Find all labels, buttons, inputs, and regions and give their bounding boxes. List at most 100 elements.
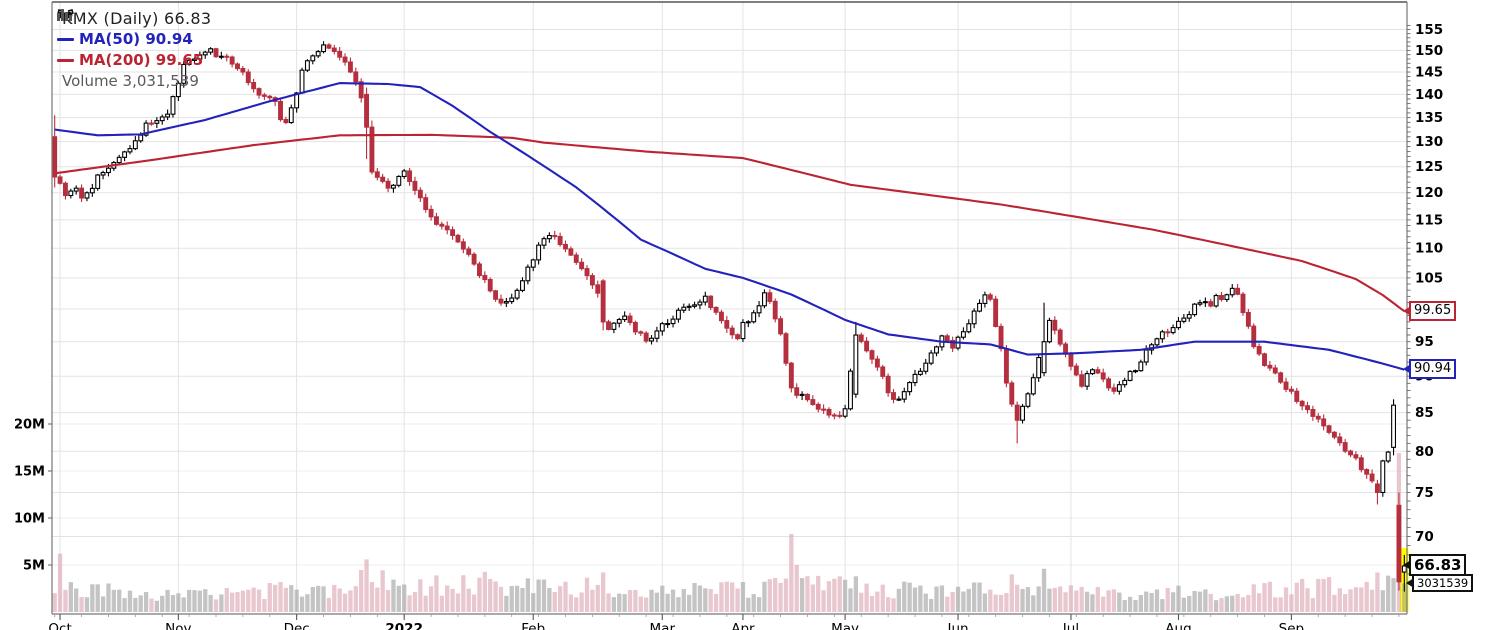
candle-down [563,243,568,250]
candle-down [1235,287,1241,295]
candle-down [1251,325,1257,348]
candle-down [1052,319,1058,331]
volume-bar [1111,589,1117,612]
volume-bar [1343,594,1348,612]
price-tick-label: 95 [1415,334,1434,350]
legend-volume-row: Volume 3,031,539 [57,9,211,92]
volume-bar [531,593,536,612]
volume-bar [1369,589,1375,612]
price-tick-label: 120 [1415,185,1443,201]
volume-bar [633,589,638,612]
volume-label: Volume 3,031,539 [62,72,199,90]
volume-bar [289,585,294,612]
candle-down [1299,400,1305,407]
candle-up [1020,405,1025,421]
volume-bar [369,582,375,612]
volume-bar [149,598,154,612]
volume-bar [1278,597,1283,612]
volume-bar [160,595,165,612]
price-tick-label: 85 [1415,405,1434,421]
candle-down [826,408,832,416]
candle-down [337,50,343,58]
volume-bar [670,589,676,612]
last-price-axis-callout: 66.83 [1402,554,1467,576]
candle-down [1283,381,1289,390]
volume-bar [902,581,907,612]
volume-bar [332,584,337,612]
volume-bar [875,591,880,612]
candle-up [896,398,902,401]
candle-down [579,261,585,270]
volume-bar [977,582,982,612]
month-tick-label: Apr [731,621,755,630]
candle-up [1041,341,1047,374]
volume-bar [1251,584,1256,612]
candle-down [1315,415,1321,420]
candle-down [1100,372,1106,380]
ma200-callout-value: 99.65 [1414,303,1452,318]
volume-bar [563,581,568,612]
candle-up [1224,294,1230,301]
volume-bar [1025,587,1031,612]
volume-bar [1364,581,1369,612]
candle-down [880,366,886,377]
volume-bar [525,578,531,612]
ma50-label: MA(50) 90.94 [79,30,193,48]
price-callout-value: 66.83 [1414,556,1462,574]
volume-bar [998,594,1004,612]
candle-up [122,151,128,158]
candle-down [326,44,332,49]
candle-down [1348,450,1353,456]
volume-bar [816,575,821,612]
month-tick-label: Jun [946,621,968,630]
candle-up [912,373,918,384]
volume-bar [439,595,444,612]
volume-bar [192,590,197,612]
volume-bar [133,597,138,612]
candle-up [1159,331,1165,340]
volume-bar [1154,589,1160,612]
candle-up [670,318,676,325]
volume-bar [1299,578,1305,612]
legend-ma50-row: MA(50) 90.94 [57,29,211,50]
volume-bar [407,595,412,612]
volume-bar [966,588,971,612]
volume-bar [773,578,778,612]
volume-bar [1117,592,1122,612]
candle-up [132,140,138,150]
candle-down [632,321,638,333]
volume-bar [993,594,998,612]
volume-bar [1294,582,1299,612]
candle-up [208,48,214,53]
candle-down [778,318,784,335]
candle-down [1364,469,1370,475]
candle-down [788,362,794,389]
volume-bar [1203,589,1208,612]
volume-bar [1375,572,1380,612]
volume-bar [767,579,772,612]
volume-bar [418,579,423,612]
candle-down [1245,311,1251,327]
price-tick-label: 115 [1415,212,1443,228]
volume-bar [434,575,439,612]
candle-down [1310,408,1316,417]
candle-up [901,391,907,400]
volume-bar [547,587,552,612]
volume-bar [482,571,487,612]
candle-down [369,126,375,173]
candle-down [874,358,880,368]
candle-down [493,290,499,300]
candle-down [385,180,391,189]
volume-bar [1197,591,1203,612]
volume-bar [305,594,310,612]
volume-bar [1101,596,1106,612]
candle-down [1256,346,1262,355]
volume-bar [557,586,563,612]
candle-up [853,334,859,395]
volume-bar [907,582,912,612]
candle-up [218,55,224,58]
volume-bar [111,589,116,612]
candle-up [762,292,767,307]
volume-bar [880,584,885,612]
volume-bar [326,597,332,612]
